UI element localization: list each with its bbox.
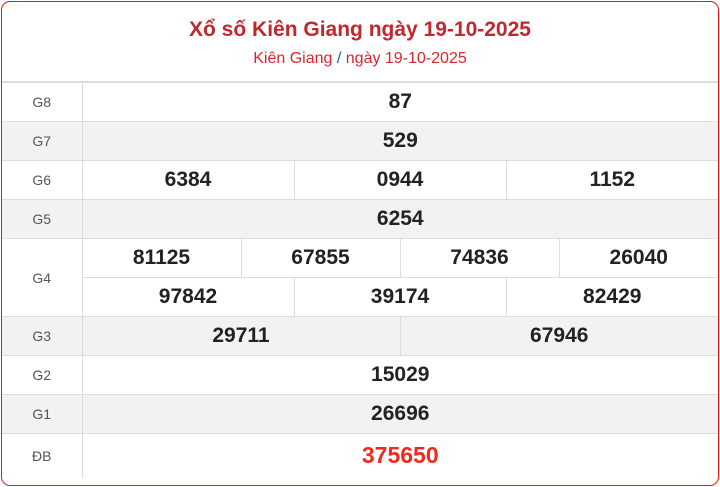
breadcrumb: Kiên Giang / ngày 19-10-2025 [2, 49, 718, 69]
row-g4-second: 97842 39174 82429 [2, 277, 718, 317]
prize-number: 26696 [81, 394, 718, 434]
row-g6: G6 6384 0944 1152 [2, 160, 718, 200]
prize-label: ĐB [2, 433, 83, 478]
header: Xổ số Kiên Giang ngày 19-10-2025 Kiên Gi… [2, 2, 718, 82]
prize-number: 74836 [399, 238, 560, 278]
page-title: Xổ số Kiên Giang ngày 19-10-2025 [189, 18, 531, 41]
row-g7: G7 529 [2, 121, 718, 161]
row-special: ĐB 375650 [2, 433, 718, 478]
prize-label: G5 [2, 199, 83, 239]
prize-number: 529 [81, 121, 718, 161]
row-g3: G3 29711 67946 [2, 316, 718, 356]
row-g8: G8 87 [2, 82, 718, 122]
prize-number: 39174 [293, 277, 507, 317]
prize-number: 67946 [399, 316, 718, 356]
prize-label: G8 [2, 82, 83, 122]
prize-number: 29711 [81, 316, 401, 356]
results-table: G8 87 G7 529 G6 6384 0944 1152 G5 6254 G… [2, 82, 718, 478]
prize-number: 87 [81, 82, 718, 122]
row-g1: G1 26696 [2, 394, 718, 434]
prize-number: 26040 [558, 238, 718, 278]
prize-number: 15029 [81, 355, 718, 395]
prize-label: G2 [2, 355, 83, 395]
row-g5: G5 6254 [2, 199, 718, 239]
prize-number: 1152 [505, 160, 718, 200]
prize-label: G7 [2, 121, 83, 161]
prize-label: G3 [2, 316, 83, 356]
prize-number: 0944 [293, 160, 507, 200]
row-g2: G2 15029 [2, 355, 718, 395]
prize-number: 82429 [505, 277, 718, 317]
prize-number: 67855 [240, 238, 401, 278]
prize-label: G4 [2, 238, 83, 317]
prize-label: G6 [2, 160, 83, 200]
prize-number: 6254 [81, 199, 718, 239]
prize-label: G1 [2, 394, 83, 434]
breadcrumb-separator: / [336, 50, 342, 67]
prize-number: 97842 [82, 277, 295, 317]
prize-number: 81125 [81, 238, 242, 278]
prize-number: 6384 [81, 160, 295, 200]
breadcrumb-date[interactable]: ngày 19-10-2025 [345, 50, 467, 67]
breadcrumb-province[interactable]: Kiên Giang [253, 50, 333, 67]
row-g4: G4 81125 67855 74836 26040 [2, 238, 718, 317]
special-prize-number: 375650 [81, 433, 718, 478]
